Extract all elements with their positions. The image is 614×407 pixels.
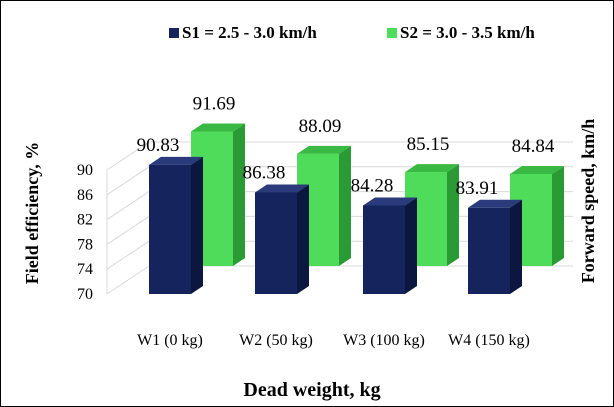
bar-s2-side: [552, 165, 564, 266]
data-label-s2: 85.15: [407, 134, 450, 155]
y-tick-label: 86: [77, 187, 93, 204]
bar-s1: [363, 197, 417, 294]
bar-s2-top: [510, 165, 564, 174]
bar-s2-side: [233, 123, 245, 266]
bar-s1-side: [510, 199, 522, 294]
data-label-s2: 84.84: [512, 136, 555, 157]
bar-s1: [255, 184, 309, 294]
data-label-s1: 86.38: [243, 162, 286, 183]
bars: [149, 123, 564, 294]
y-tick-label: 82: [77, 212, 93, 229]
data-label-s2: 91.69: [193, 94, 236, 115]
bar-s1-front: [255, 192, 297, 294]
legend-label-s2: S2 = 3.0 - 3.5 km/h: [400, 23, 535, 42]
gridline-depth: [106, 240, 150, 270]
bar-s2-top: [405, 164, 459, 173]
legend-swatch-s2: [387, 28, 397, 38]
gridline-depth: [106, 215, 150, 245]
bar-s1-front: [363, 205, 405, 294]
bar-s1-front: [468, 207, 510, 294]
bar-s1-side: [191, 156, 203, 294]
y-tick-label: 78: [77, 236, 93, 253]
bar-s2-top: [297, 145, 351, 154]
y-axis-title: Field efficiency, %: [22, 142, 42, 284]
bar-s2-top: [191, 123, 245, 132]
x-tick-label: W2 (50 kg): [239, 332, 313, 349]
bar-s1-top: [468, 199, 522, 208]
bar-s1-front: [149, 164, 191, 294]
bar-s2-side: [339, 145, 351, 266]
x-tick-label: W3 (100 kg): [343, 332, 425, 349]
bar-s1-side: [405, 197, 417, 294]
data-label-s1: 83.91: [456, 178, 499, 199]
bar-s1-side: [297, 184, 309, 294]
x-tick-label: W4 (150 kg): [448, 332, 530, 349]
bar-s1-top: [149, 156, 203, 165]
y-tick-label: 70: [77, 286, 93, 303]
x-axis-title: Dead weight, kg: [243, 379, 380, 401]
bar-s1: [468, 199, 522, 294]
gridline-depth: [106, 166, 150, 196]
legend-label-s1: S1 = 2.5 - 3.0 km/h: [182, 23, 317, 42]
data-labels: 91.69 88.09 85.15 84.84 90.83 86.38 84.28 83.91: [137, 94, 555, 199]
bar-s1: [149, 156, 203, 294]
y-tick-label: 90: [77, 162, 93, 179]
legend-swatch-s1: [169, 28, 179, 38]
y2-axis-title: Forward speed, km/h: [578, 119, 598, 284]
axes: 70 74 78 82 86 90 W1 (0 kg) W2 (50 kg) W3 (100 k…: [77, 162, 530, 349]
bar-s1-top: [255, 184, 309, 193]
data-label-s2: 88.09: [299, 116, 342, 137]
gridline-depth: [106, 265, 150, 295]
gridline-depth: [106, 191, 150, 221]
data-label-s1: 84.28: [351, 175, 394, 196]
gridline-depth: [106, 141, 150, 171]
bar-s2: [510, 165, 564, 266]
y-tick-label: 74: [77, 261, 93, 278]
data-label-s1: 90.83: [137, 135, 180, 156]
bar-s2-side: [447, 164, 459, 266]
legend: S1 = 2.5 - 3.0 km/h S2 = 3.0 - 3.5 km/h: [169, 23, 535, 42]
x-tick-label: W1 (0 kg): [137, 332, 203, 349]
bar-s1-top: [363, 197, 417, 206]
